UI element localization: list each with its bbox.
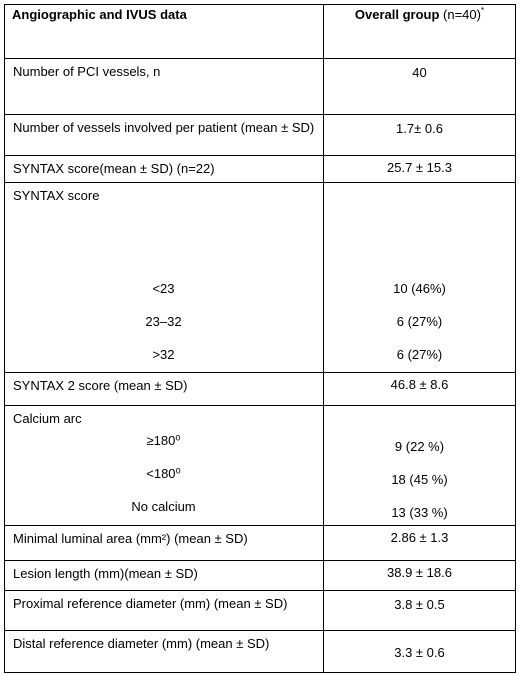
group-n: (n=40) — [443, 7, 481, 22]
sub-label: ≥180⁰ — [146, 433, 181, 448]
row-label: Calcium arc — [13, 411, 82, 426]
row-value: 38.9 ± 18.6 — [387, 565, 452, 580]
row-label: SYNTAX score(mean ± SD) (n=22) — [13, 161, 215, 176]
label-cell — [4, 182, 324, 373]
value-cell — [323, 182, 516, 373]
sub-value: 18 (45 %) — [391, 472, 448, 487]
row-value: 46.8 ± 8.6 — [390, 377, 449, 392]
sub-label: 23–32 — [145, 314, 182, 329]
row-value: 25.7 ± 15.3 — [387, 160, 452, 175]
header-label: Angiographic and IVUS data — [12, 7, 187, 22]
row-value: 40 — [412, 65, 427, 80]
footnote-mark: * — [480, 6, 485, 15]
row-label: Distal reference diameter (mm) (mean ± S… — [13, 636, 270, 651]
header-group: Overall group (n=40)* — [323, 6, 516, 23]
row-label: Number of vessels involved per patient (… — [13, 120, 315, 135]
sub-value: 6 (27%) — [396, 347, 443, 362]
row-label: Lesion length (mm)(mean ± SD) — [13, 566, 198, 581]
row-label: Number of PCI vessels, n — [13, 64, 161, 79]
value-cell — [323, 630, 516, 673]
sub-value: 9 (22 %) — [394, 439, 445, 454]
row-label: SYNTAX score — [13, 188, 100, 203]
sub-label: >32 — [152, 347, 175, 362]
sub-value: 6 (27%) — [396, 314, 443, 329]
row-label: SYNTAX 2 score (mean ± SD) — [13, 378, 188, 393]
row-label: Minimal luminal area (mm²) (mean ± SD) — [13, 531, 248, 546]
row-value: 3.3 ± 0.6 — [394, 645, 445, 660]
row-label: Proximal reference diameter (mm) (mean ±… — [13, 596, 288, 611]
sub-value: 10 (46%) — [393, 281, 446, 296]
sub-value: 13 (33 %) — [391, 505, 448, 520]
group-title: Overall group — [354, 7, 440, 22]
row-value: 2.86 ± 1.3 — [390, 530, 449, 545]
row-value: 1.7± 0.6 — [396, 121, 443, 136]
sub-label: No calcium — [131, 499, 196, 514]
sub-label: <23 — [152, 281, 175, 296]
sub-label: <180⁰ — [146, 466, 181, 481]
row-value: 3.8 ± 0.5 — [394, 597, 445, 612]
